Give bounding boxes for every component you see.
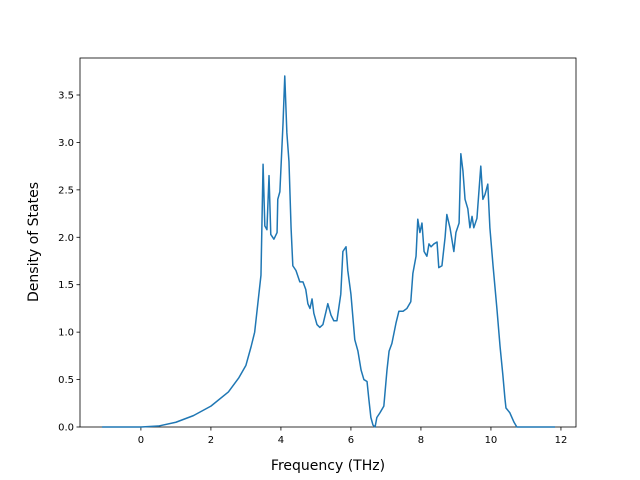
- y-tick-label: 2.0: [58, 233, 74, 244]
- x-axis-label: Frequency (THz): [271, 458, 385, 474]
- y-axis-label: Density of States: [26, 182, 42, 302]
- dos-line: [102, 75, 555, 428]
- x-tick-label: 12: [555, 435, 568, 446]
- x-tick-label: 0: [138, 435, 144, 446]
- y-tick-label: 2.5: [58, 185, 74, 196]
- y-tick-label: 3.5: [58, 90, 74, 101]
- x-tick-label: 2: [208, 435, 214, 446]
- y-tick-label: 3.0: [58, 138, 74, 149]
- x-tick-label: 8: [418, 435, 424, 446]
- x-tick-label: 4: [278, 435, 284, 446]
- y-tick-label: 0.5: [58, 375, 74, 386]
- y-tick-label: 1.5: [58, 280, 74, 291]
- x-tick-label: 6: [348, 435, 354, 446]
- x-tick-label: 10: [485, 435, 498, 446]
- y-tick-label: 1.0: [58, 328, 74, 339]
- plot-frame: [79, 57, 577, 428]
- y-tick-label: 0.0: [58, 423, 74, 434]
